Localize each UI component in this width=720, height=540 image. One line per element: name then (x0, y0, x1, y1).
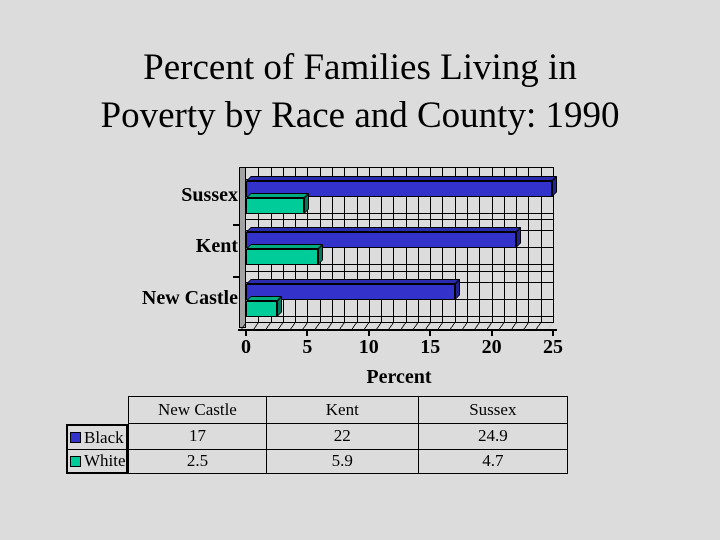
x-axis-tick (245, 331, 247, 336)
bar-white-new-castle (246, 300, 277, 317)
gridline-horizontal (246, 213, 553, 214)
page-title-line2: Poverty by Race and County: 1990 (100, 95, 620, 136)
legend-swatch-black (70, 432, 81, 443)
x-axis-tick-label: 25 (543, 336, 563, 358)
page-title: Percent of Families Living in Poverty by… (0, 44, 720, 140)
x-axis-line (238, 329, 557, 331)
x-axis-tick (552, 331, 554, 336)
x-axis-tick-label: 0 (241, 336, 251, 358)
gridline-vertical (540, 168, 542, 322)
x-axis-tick-label: 5 (302, 336, 313, 358)
x-axis-title: Percent (366, 366, 432, 388)
table-cell: 24.9 (417, 424, 567, 449)
table-cell: 2.5 (129, 448, 266, 474)
chart-left-wall (239, 167, 246, 328)
gridline-horizontal (246, 219, 553, 221)
plot-area (246, 167, 557, 323)
x-axis-tick (367, 331, 370, 336)
bar-3d-side-black (516, 227, 522, 249)
y-axis-label-kent: Kent (195, 235, 238, 258)
page-title-line1: Percent of Families Living in (143, 47, 577, 88)
bar-3d-side-white (318, 244, 324, 266)
legend-label: White (84, 451, 126, 470)
gridline-horizontal (246, 270, 553, 272)
gridline-vertical (528, 168, 530, 322)
bar-3d-side-white (276, 295, 282, 317)
table-cell: 4.7 (417, 448, 567, 473)
gridline-horizontal (246, 264, 553, 266)
table-body: 17 22 24.9 2.5 5.9 4.7 (128, 424, 568, 474)
table-header-cell: Sussex (417, 397, 567, 423)
bar-3d-side-black (454, 278, 460, 300)
x-axis-tick (490, 331, 493, 336)
bar-white-sussex (246, 198, 304, 214)
bar-white-kent (246, 249, 319, 266)
bar-black-new-castle (246, 283, 455, 300)
wall-tick (233, 275, 239, 278)
table-header-cell: Kent (265, 397, 418, 423)
table-header-row: New Castle Kent Sussex (128, 396, 568, 424)
bar-3d-side-black (551, 176, 557, 197)
gridline-horizontal (246, 315, 553, 317)
legend-item-white: White (68, 449, 126, 472)
table-header-cell: New Castle (158, 400, 237, 419)
table-cell: 17 (188, 426, 206, 446)
y-axis-label-new-castle: New Castle (141, 286, 238, 309)
legend-swatch-white (70, 455, 81, 467)
table-cell: 22 (265, 424, 418, 449)
x-axis-tick-label: 20 (481, 336, 502, 358)
x-axis-tick-label: 10 (358, 336, 379, 358)
legend-label: Black (84, 427, 124, 447)
x-axis-tick (429, 331, 432, 336)
wall-tick (233, 224, 239, 227)
legend-item-black: Black (68, 426, 126, 449)
bar-black-sussex (246, 181, 552, 197)
x-axis-tick (306, 331, 309, 336)
table-cell: 5.9 (265, 448, 418, 473)
chart-legend: Black White (66, 424, 128, 474)
x-axis-tick-label: 15 (420, 336, 441, 358)
y-axis-label-sussex: Sussex (181, 184, 238, 206)
